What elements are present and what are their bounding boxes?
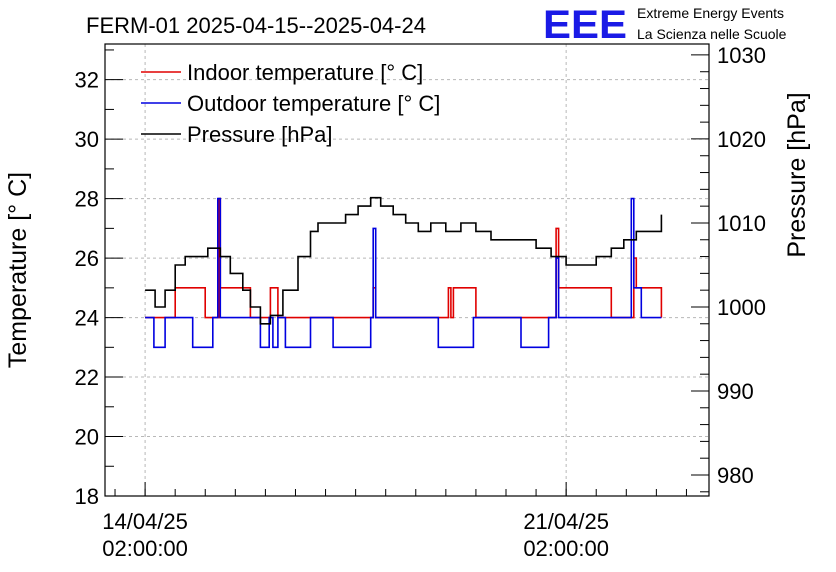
y-axis-left-label: Temperature [° C] (4, 172, 32, 368)
y2-tick-label: 1020 (717, 127, 766, 152)
series-lines (145, 196, 663, 349)
y-tick-label: 24 (75, 306, 99, 331)
y-tick-label: 32 (75, 68, 99, 93)
eee-logo-line1: Extreme Energy Events (637, 5, 784, 21)
x-tick-label-time: 02:00:00 (102, 536, 188, 561)
y2-tick-label: 1030 (717, 43, 766, 68)
eee-logo-line2: La Scienza nelle Scuole (637, 26, 787, 42)
pressure-line (145, 196, 663, 325)
indoor-temperature-line (145, 197, 663, 319)
x-tick-label-date: 21/04/25 (523, 509, 609, 534)
axes: 18 20 22 24 26 28 30 32 980 990 1000 1010 1020 1030 14… (75, 43, 766, 561)
legend-label-indoor: Indoor temperature [° C] (187, 60, 423, 85)
y-tick-label: 22 (75, 365, 99, 390)
y2-tick-label: 1010 (717, 211, 766, 236)
y-tick-label: 30 (75, 127, 99, 152)
legend-label-outdoor: Outdoor temperature [° C] (187, 91, 440, 116)
legend-label-pressure: Pressure [hPa] (187, 122, 333, 147)
eee-logo: EEE Extreme Energy Events La Scienza nel… (543, 3, 787, 47)
outdoor-temperature-line (145, 197, 662, 349)
plot-frame (104, 43, 710, 497)
chart-title: FERM-01 2025-04-15--2025-04-24 (86, 13, 426, 38)
y2-tick-label: 980 (717, 463, 754, 488)
legend: Indoor temperature [° C] Outdoor tempera… (141, 60, 440, 147)
y-tick-label: 26 (75, 246, 99, 271)
x-tick-label-date: 14/04/25 (102, 509, 188, 534)
y-tick-label: 28 (75, 187, 99, 212)
y-tick-label: 20 (75, 425, 99, 450)
x-tick-label-time: 02:00:00 (523, 536, 609, 561)
eee-logo-mark: EEE (543, 3, 627, 47)
y2-tick-label: 1000 (717, 295, 766, 320)
y-tick-label: 18 (75, 484, 99, 509)
y-axis-right-label: Pressure [hPa] (783, 92, 811, 257)
y2-tick-label: 990 (717, 379, 754, 404)
